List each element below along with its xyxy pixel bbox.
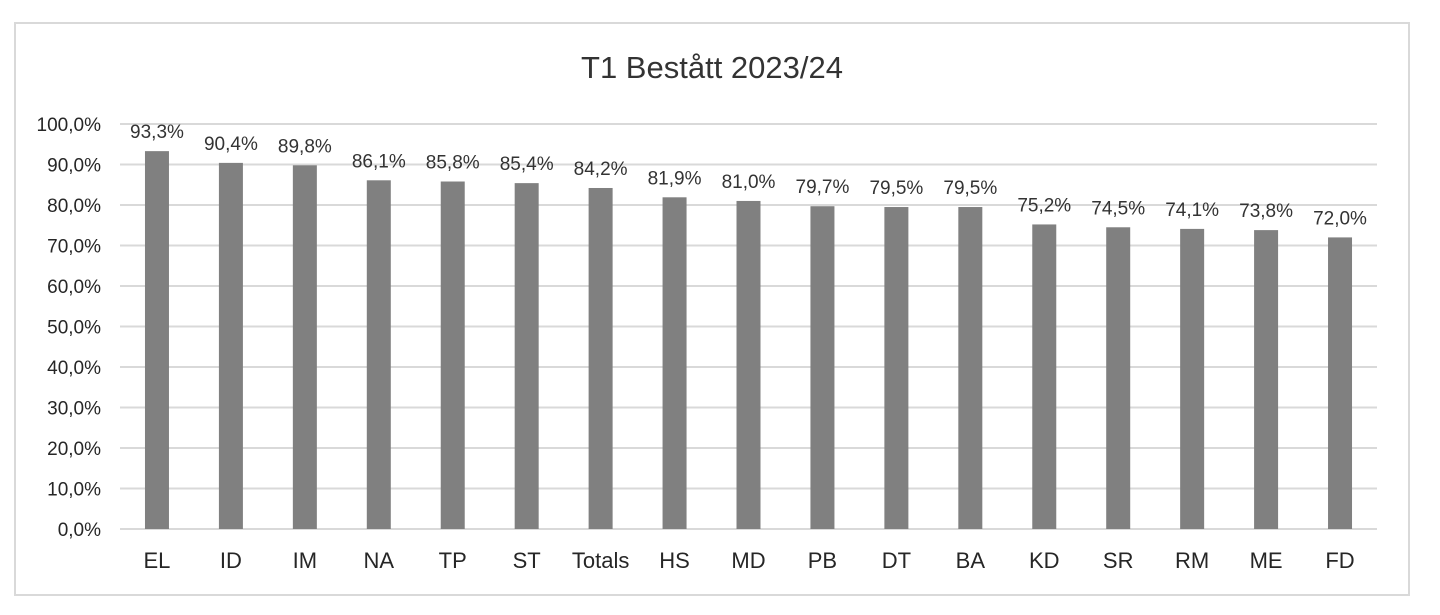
bar-rm [1180, 228, 1205, 529]
category-label: MD [731, 548, 765, 573]
y-axis-tick-labels: 0,0% 10,0% 20,0% 30,0% 40,0% 50,0% 60,0% 70,0% 8… [37, 115, 102, 541]
category-label: Totals [572, 548, 629, 573]
bar-dt [884, 207, 909, 529]
category-label: RM [1175, 548, 1209, 573]
bar-el [144, 151, 169, 529]
category-label: HS [659, 548, 690, 573]
bars [144, 151, 1353, 530]
bar-md [736, 200, 761, 529]
y-tick-label: 40,0% [47, 358, 101, 379]
y-tick-label: 0,0% [58, 520, 101, 541]
y-tick-label: 50,0% [47, 318, 101, 339]
bar-sr [1106, 227, 1131, 529]
bar-hs [662, 197, 687, 529]
bar-id [218, 162, 243, 529]
data-label: 84,2% [574, 159, 628, 180]
bar-fd [1328, 237, 1353, 529]
bar-na [366, 180, 391, 530]
bar-me [1254, 230, 1279, 530]
category-label: ID [220, 548, 242, 573]
data-label: 73,8% [1239, 201, 1293, 222]
data-labels: 93,3% 90,4% 89,8% 86,1% 85,8% 85,4% 84,2% 81,9%… [130, 122, 1367, 229]
bar-ba [958, 207, 983, 529]
y-tick-label: 100,0% [37, 115, 102, 136]
data-label: 75,2% [1017, 195, 1071, 216]
y-tick-label: 60,0% [47, 277, 101, 298]
category-label: FD [1325, 548, 1354, 573]
chart-title: T1 Bestått 2023/24 [581, 50, 843, 85]
y-tick-label: 70,0% [47, 237, 101, 258]
data-label: 79,5% [943, 178, 997, 199]
data-label: 85,4% [500, 154, 554, 175]
bar-pb [810, 206, 835, 529]
bar-totals [588, 187, 613, 530]
category-label: ST [513, 548, 541, 573]
chart-frame [14, 22, 1410, 596]
data-label: 89,8% [278, 136, 332, 157]
category-label: ME [1250, 548, 1283, 573]
y-tick-label: 10,0% [47, 480, 101, 501]
category-label: PB [808, 548, 837, 573]
x-axis-category-labels: EL ID IM NA TP ST Totals HS MD PB DT BA KD SR RM ME FD [144, 548, 1355, 573]
category-label: KD [1029, 548, 1060, 573]
category-label: DT [882, 548, 911, 573]
y-tick-label: 80,0% [47, 196, 101, 217]
bar-st [514, 183, 539, 529]
data-label: 74,5% [1091, 198, 1145, 219]
bar-kd [1032, 224, 1057, 529]
bar-tp [440, 181, 465, 529]
data-label: 85,8% [426, 153, 480, 174]
data-label: 79,5% [869, 178, 923, 199]
data-label: 90,4% [204, 134, 258, 155]
data-label: 72,0% [1313, 208, 1367, 229]
data-label: 81,9% [648, 168, 702, 189]
data-label: 81,0% [722, 172, 776, 193]
category-label: IM [293, 548, 317, 573]
category-label: NA [364, 548, 395, 573]
data-label: 86,1% [352, 151, 406, 172]
data-label: 79,7% [796, 177, 850, 198]
category-label: BA [956, 548, 986, 573]
bar-im [292, 165, 317, 529]
category-label: SR [1103, 548, 1134, 573]
category-label: TP [439, 548, 467, 573]
y-tick-label: 90,0% [47, 156, 101, 177]
category-label: EL [144, 548, 171, 573]
y-tick-label: 30,0% [47, 399, 101, 420]
y-tick-label: 20,0% [47, 439, 101, 460]
data-label: 74,1% [1165, 200, 1219, 221]
data-label: 93,3% [130, 122, 184, 143]
